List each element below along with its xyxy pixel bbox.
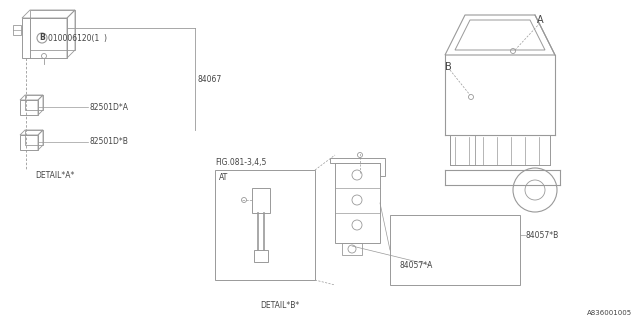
Text: 82501D*B: 82501D*B: [90, 138, 129, 147]
Bar: [252, 188, 270, 213]
Text: DETAIL*B*: DETAIL*B*: [260, 300, 300, 309]
Text: 82501D*A: 82501D*A: [90, 102, 129, 111]
Bar: [390, 215, 520, 285]
Text: 84067: 84067: [198, 75, 222, 84]
Bar: [20, 135, 38, 150]
Text: 84057*A: 84057*A: [400, 260, 433, 269]
Text: A836001005: A836001005: [587, 310, 632, 316]
Text: FIG.081-3,4,5: FIG.081-3,4,5: [215, 157, 266, 166]
Bar: [450, 135, 475, 165]
Text: B: B: [39, 34, 45, 43]
Bar: [13, 25, 21, 35]
Text: B: B: [445, 62, 451, 72]
Bar: [342, 243, 362, 255]
Text: AT: AT: [219, 173, 228, 182]
Bar: [335, 163, 380, 243]
Text: 84057*B: 84057*B: [525, 230, 558, 239]
Text: A: A: [537, 15, 543, 25]
Bar: [22, 18, 67, 58]
Text: 010006120(1  ): 010006120(1 ): [48, 34, 107, 43]
Bar: [254, 250, 268, 262]
Bar: [20, 100, 38, 115]
Text: DETAIL*A*: DETAIL*A*: [35, 171, 75, 180]
Bar: [215, 170, 315, 280]
